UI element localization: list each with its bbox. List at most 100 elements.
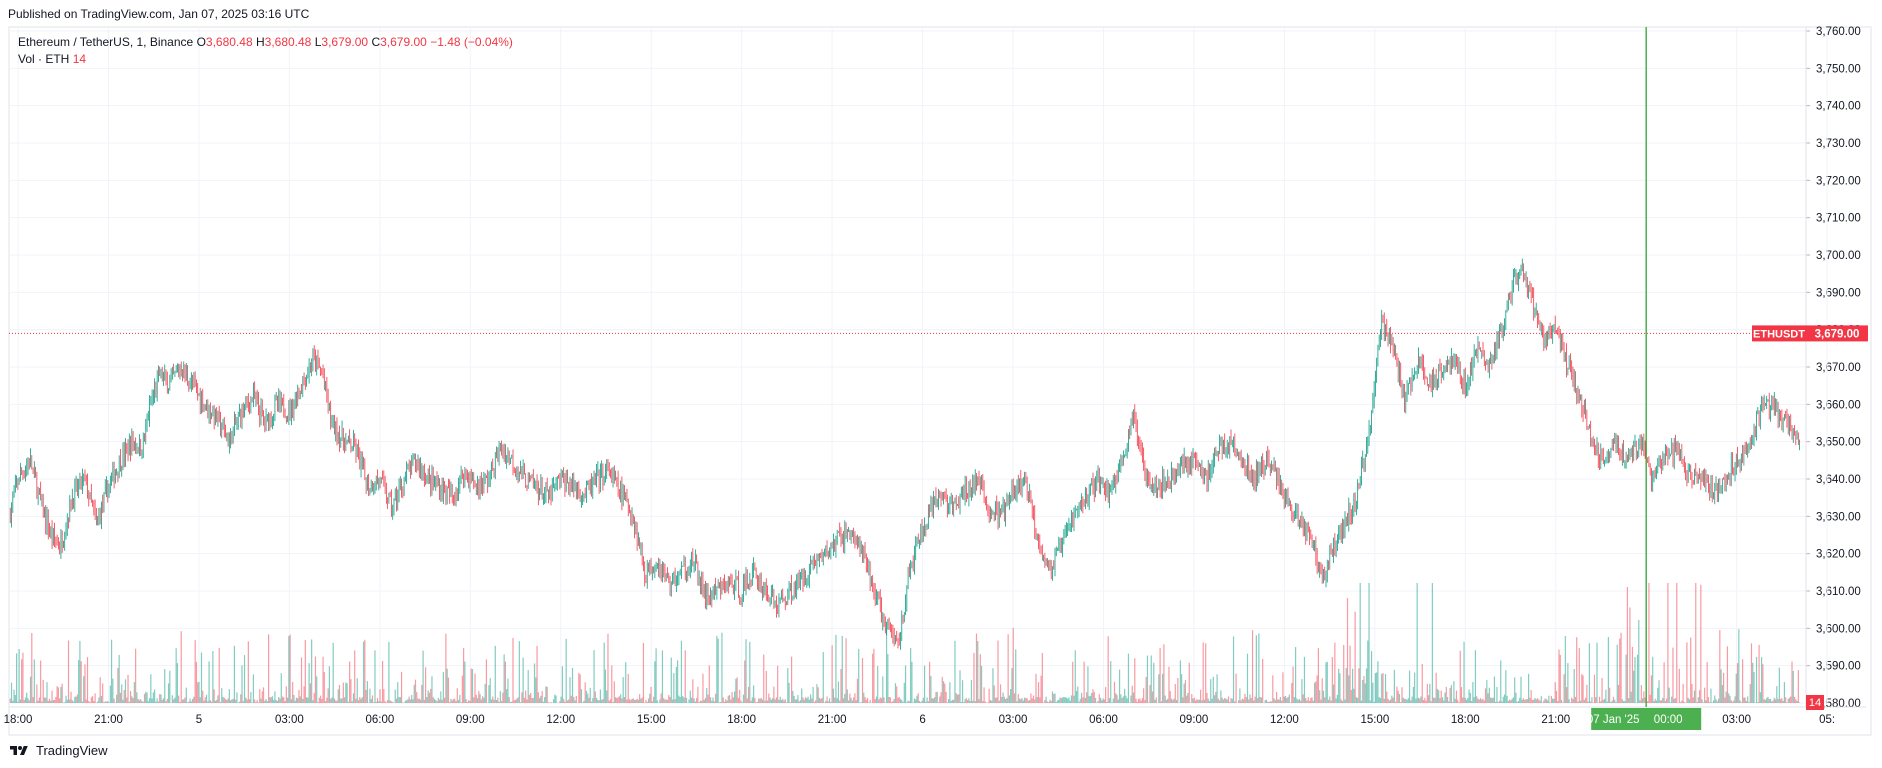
volume-bar <box>36 684 38 703</box>
volume-bar <box>1017 694 1019 703</box>
ohlc-row: Ethereum / TetherUS, 1, Binance O3,680.4… <box>18 34 513 51</box>
volume-bar <box>1415 698 1417 703</box>
x-tick-label: 09:00 <box>1180 714 1209 726</box>
volume-bar <box>28 700 30 703</box>
volume-bar <box>192 698 194 703</box>
volume-bar <box>1272 675 1274 703</box>
volume-bar <box>545 686 547 703</box>
volume-bar <box>1282 672 1284 703</box>
volume-bar <box>1072 661 1074 703</box>
volume-bar <box>1543 700 1545 703</box>
volume-bar <box>818 697 821 703</box>
volume-bar <box>143 693 146 703</box>
volume-bar <box>354 650 356 703</box>
volume-bar <box>455 701 457 703</box>
volume-bar <box>875 696 878 703</box>
volume-bar <box>189 698 191 703</box>
volume-bar <box>147 701 149 703</box>
volume-bar <box>412 699 414 703</box>
volume-bar <box>1401 687 1403 703</box>
volume-bar <box>1609 687 1611 703</box>
volume-bar <box>1638 620 1640 703</box>
volume-bar <box>1668 687 1670 703</box>
volume-bar <box>1724 697 1726 703</box>
volume-bar <box>1731 701 1734 703</box>
volume-bar <box>1471 700 1473 703</box>
volume-bar <box>1063 696 1065 703</box>
volume-bar <box>1211 698 1213 703</box>
volume-bar <box>1767 696 1769 703</box>
volume-bar <box>1140 700 1142 703</box>
volume-bar <box>395 698 398 703</box>
volume-bar <box>1427 695 1430 703</box>
volume-bar <box>1422 700 1425 703</box>
volume-bar <box>989 700 992 703</box>
volume-bar <box>1250 697 1252 703</box>
volume-bar <box>84 664 86 703</box>
candlestick-chart[interactable]: 3,580.003,590.003,600.003,610.003,620.00… <box>0 0 1882 740</box>
volume-bar <box>734 691 736 703</box>
volume-bar <box>645 700 647 703</box>
volume-bar <box>1462 697 1464 703</box>
crosshair-time-badge <box>1591 708 1702 730</box>
volume-bar <box>1215 691 1217 703</box>
volume-bar <box>333 698 336 703</box>
volume-bar <box>1766 698 1768 703</box>
volume-bar <box>283 697 285 703</box>
volume-bar <box>535 677 537 703</box>
volume-bar <box>627 673 629 703</box>
volume-bar <box>27 698 29 703</box>
volume-bar <box>1207 698 1209 703</box>
volume-bar <box>1201 700 1203 703</box>
volume-bar <box>1448 701 1450 703</box>
volume-bar <box>1420 696 1422 703</box>
volume-bar <box>435 700 437 703</box>
volume-bar <box>851 700 853 703</box>
volume-bar <box>1273 698 1275 703</box>
volume-bar <box>1777 698 1779 703</box>
volume-bar <box>580 689 582 703</box>
volume-bar <box>108 702 110 703</box>
tradingview-brand[interactable]: TradingView <box>8 743 108 758</box>
volume-bar <box>188 701 190 703</box>
volume-bar <box>336 700 338 703</box>
volume-bar <box>773 686 775 703</box>
volume-bar <box>218 647 220 703</box>
volume-bar <box>507 678 509 703</box>
volume-bar <box>1087 666 1089 703</box>
volume-bar <box>280 673 282 703</box>
volume-bar <box>337 689 339 703</box>
volume-bar <box>709 697 712 703</box>
volume-bar <box>609 699 612 703</box>
volume-bar <box>1502 696 1504 703</box>
volume-bar <box>371 695 374 703</box>
volume-bar <box>1108 698 1111 703</box>
volume-bar <box>1496 687 1498 703</box>
volume-bar <box>616 697 618 703</box>
volume-bar <box>497 697 499 703</box>
volume-bar <box>1593 674 1596 703</box>
volume-bar <box>1544 698 1546 703</box>
volume-bar <box>1759 692 1761 703</box>
volume-bar <box>79 640 81 703</box>
volume-bar <box>425 667 427 703</box>
volume-bar <box>556 702 558 703</box>
volume-bar <box>950 700 952 703</box>
volume-bar <box>1622 701 1625 703</box>
volume-bar <box>1430 701 1432 703</box>
volume-bar <box>1036 697 1038 703</box>
volume-bar <box>1776 686 1778 703</box>
volume-bar <box>1690 637 1692 703</box>
volume-bar <box>1634 656 1636 703</box>
volume-bar <box>241 665 243 703</box>
volume-bar <box>1005 698 1007 703</box>
volume-bar <box>698 702 700 703</box>
volume-bar <box>655 648 657 703</box>
volume-bar <box>1705 700 1707 703</box>
volume-bar <box>620 694 622 703</box>
volume-bar <box>677 660 679 703</box>
volume-bar <box>906 702 908 703</box>
volume-bar <box>1787 698 1789 703</box>
volume-bar <box>1249 694 1251 703</box>
volume-bar <box>441 699 443 703</box>
